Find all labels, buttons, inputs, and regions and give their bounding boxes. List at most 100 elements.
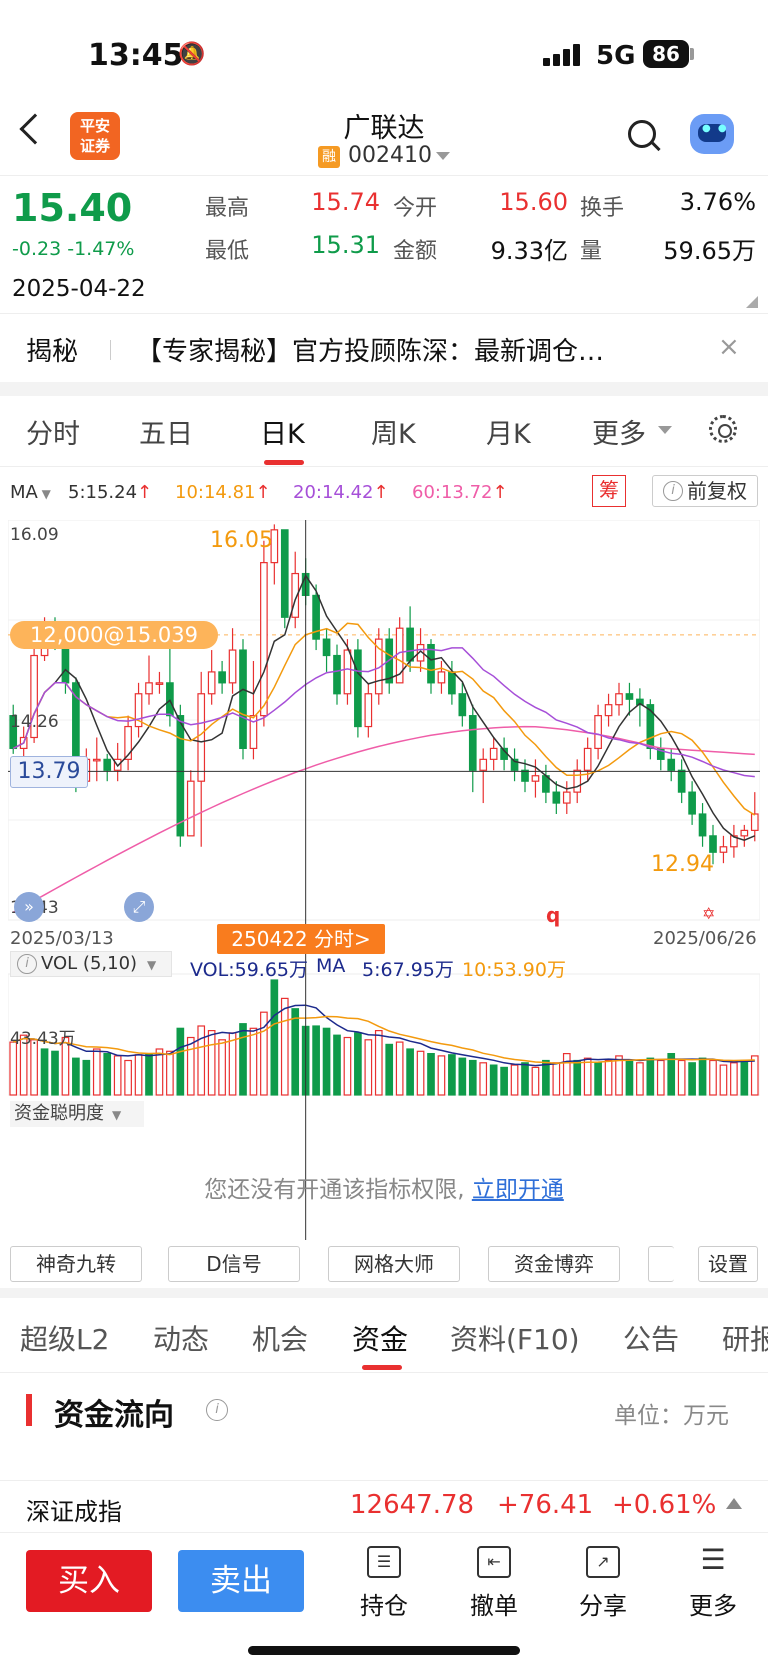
volume-indicator-label: VOL (5,10) bbox=[41, 953, 138, 974]
activate-link[interactable]: 立即开通 bbox=[471, 1177, 564, 1203]
volume-bar bbox=[385, 1043, 394, 1096]
index-name: 深证成指 bbox=[26, 1498, 122, 1526]
info-icon[interactable]: i bbox=[206, 1399, 228, 1421]
more-button[interactable]: ☰ 更多 bbox=[678, 1546, 748, 1621]
change-percent: -1.47% bbox=[67, 238, 135, 260]
tab-fenshi[interactable]: 分时 bbox=[26, 419, 80, 450]
vol-ma-label: MA bbox=[316, 955, 346, 977]
star-marker[interactable]: ✡ bbox=[702, 904, 716, 923]
date-start: 2025/03/13 bbox=[10, 928, 114, 949]
volume-indicator-selector[interactable]: i VOL (5,10) ▼ bbox=[10, 951, 172, 977]
holdings-icon: ☰ bbox=[367, 1546, 401, 1578]
indicator-nine-turn[interactable]: 神奇九转 bbox=[10, 1246, 142, 1282]
fund-indicator-label: 资金聪明度 bbox=[14, 1103, 104, 1124]
indicator-d-signal[interactable]: D信号 bbox=[168, 1246, 300, 1282]
ma60-line bbox=[12, 725, 755, 913]
fullscreen-icon[interactable]: ⤢ bbox=[124, 892, 154, 922]
gear-icon[interactable] bbox=[709, 415, 737, 443]
price-change: -0.23 -1.47% bbox=[12, 238, 134, 260]
cancel-order-label: 撤单 bbox=[470, 1592, 518, 1620]
indicator-more[interactable] bbox=[648, 1246, 674, 1282]
buy-button[interactable]: 买入 bbox=[26, 1550, 152, 1612]
low-label: 最低 bbox=[205, 239, 250, 264]
tab-more[interactable]: 更多 bbox=[592, 419, 646, 450]
kline-chart[interactable] bbox=[8, 520, 760, 1240]
candle-body bbox=[719, 846, 728, 853]
stock-code[interactable]: 002410 bbox=[348, 143, 432, 168]
ma-selector[interactable]: MA ▼ bbox=[10, 482, 51, 503]
volume-bar bbox=[134, 1054, 143, 1096]
tab-wuri[interactable]: 五日 bbox=[139, 419, 193, 450]
tab-research[interactable]: 研报 bbox=[722, 1323, 768, 1356]
info-icon: i bbox=[663, 481, 683, 501]
q-marker[interactable]: q bbox=[546, 903, 561, 927]
tab-monthly-k[interactable]: 月K bbox=[486, 419, 531, 450]
index-ticker[interactable] bbox=[0, 1480, 768, 1532]
expand-corner-icon[interactable] bbox=[746, 296, 758, 308]
indicator-settings[interactable]: 设置 bbox=[698, 1246, 758, 1282]
news-headline[interactable]: 【专家揭秘】官方投顾陈深：最新调仓… bbox=[136, 337, 605, 367]
candle-body bbox=[583, 747, 592, 771]
candle-body bbox=[249, 715, 258, 750]
vol-ma10: 10:53.90万 bbox=[462, 959, 566, 981]
volume-bar bbox=[364, 1039, 373, 1096]
tab-opportunity[interactable]: 机会 bbox=[252, 1323, 309, 1356]
fund-flow-title: 资金流向 bbox=[54, 1398, 174, 1433]
order-marker[interactable]: 12,000@15.039 bbox=[10, 621, 218, 649]
tab-announcements[interactable]: 公告 bbox=[623, 1323, 680, 1356]
volume-bar bbox=[458, 1057, 467, 1096]
fast-forward-icon[interactable]: » bbox=[14, 892, 44, 922]
fund-indicator-selector[interactable]: 资金聪明度 ▼ bbox=[10, 1101, 144, 1127]
candle-body bbox=[615, 693, 623, 706]
chevron-down-icon[interactable] bbox=[658, 426, 672, 434]
sell-button[interactable]: 卖出 bbox=[178, 1550, 304, 1612]
close-icon[interactable]: × bbox=[718, 332, 740, 362]
vol-ma5: 5:67.95万 bbox=[362, 959, 454, 981]
volume-bar bbox=[740, 1059, 749, 1096]
chevron-down-icon[interactable] bbox=[436, 152, 450, 160]
volume-value: 59.65万 bbox=[663, 237, 756, 265]
low-marker: 12.94 bbox=[651, 852, 714, 877]
tab-level2[interactable]: 超级L2 bbox=[20, 1323, 110, 1356]
candle-body bbox=[239, 649, 247, 750]
volume-bar bbox=[354, 1032, 362, 1096]
adjust-mode-button[interactable]: i 前复权 bbox=[652, 475, 758, 507]
tab-daily-k[interactable]: 日K bbox=[260, 419, 305, 450]
indicator-fund-game[interactable]: 资金博弈 bbox=[488, 1246, 620, 1282]
volume-bar bbox=[604, 1059, 613, 1096]
candle-body bbox=[636, 698, 644, 706]
ma20-line bbox=[12, 647, 755, 778]
menu-icon: ☰ bbox=[700, 1543, 726, 1576]
volume-bar bbox=[489, 1064, 498, 1096]
chip-distribution-button[interactable]: 筹 bbox=[592, 475, 626, 507]
volume-bar bbox=[9, 1041, 18, 1096]
quote-date: 2025-04-22 bbox=[12, 276, 146, 302]
volume-bar bbox=[656, 1059, 665, 1096]
high-value: 15.74 bbox=[311, 188, 380, 216]
tab-f10[interactable]: 资料(F10) bbox=[450, 1323, 580, 1356]
tab-funds[interactable]: 资金 bbox=[352, 1323, 409, 1356]
open-value: 15.60 bbox=[499, 188, 568, 216]
volume-bar bbox=[636, 1062, 644, 1096]
ma5-line bbox=[12, 574, 756, 841]
volume-bar bbox=[30, 1039, 38, 1096]
holdings-button[interactable]: ☰ 持仓 bbox=[349, 1546, 419, 1621]
volume-bar bbox=[61, 1036, 70, 1096]
assistant-robot-icon[interactable] bbox=[690, 114, 734, 154]
tab-news[interactable]: 动态 bbox=[153, 1323, 210, 1356]
share-button[interactable]: ↗ 分享 bbox=[568, 1546, 638, 1621]
volume-bar bbox=[197, 1025, 206, 1096]
search-icon[interactable] bbox=[628, 120, 656, 148]
header-divider bbox=[0, 175, 768, 176]
candle-body bbox=[322, 638, 331, 657]
candle-body bbox=[406, 627, 414, 662]
expand-up-icon[interactable] bbox=[726, 1498, 742, 1509]
tab-weekly-k[interactable]: 周K bbox=[371, 419, 416, 450]
crosshair-date-pill[interactable]: 250422 分时> bbox=[217, 924, 385, 954]
news-tag: 揭秘 bbox=[26, 337, 79, 367]
margin-badge: 融 bbox=[318, 146, 340, 168]
indicator-grid-master[interactable]: 网格大师 bbox=[328, 1246, 460, 1282]
volume-bar bbox=[145, 1052, 153, 1096]
cancel-order-button[interactable]: ⇤ 撤单 bbox=[459, 1546, 529, 1621]
candle-body bbox=[437, 671, 446, 684]
